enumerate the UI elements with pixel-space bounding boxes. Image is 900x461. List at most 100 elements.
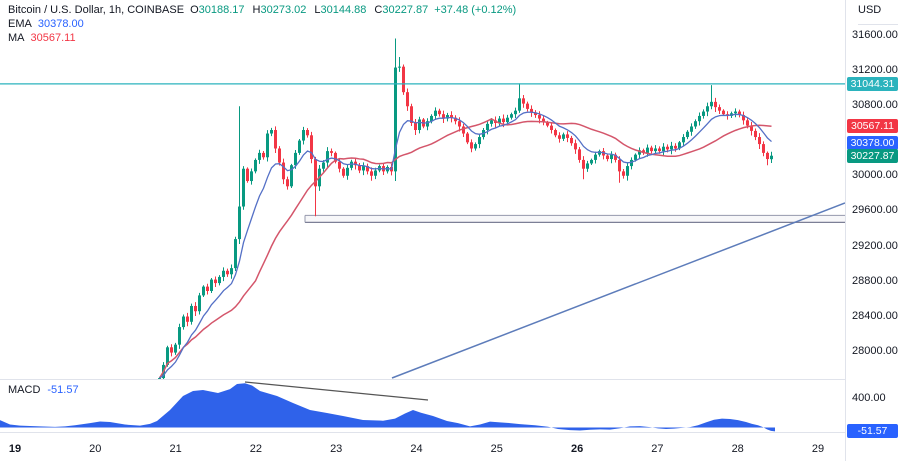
time-tick-label: 24 <box>410 443 423 455</box>
candle <box>414 122 417 131</box>
candle <box>570 137 573 144</box>
candle <box>506 117 509 123</box>
macd-pane[interactable] <box>0 381 775 432</box>
candle <box>634 154 637 160</box>
candle <box>430 115 433 122</box>
candle <box>182 316 185 328</box>
candle <box>158 378 161 379</box>
low-value: 30144.88 <box>320 4 367 16</box>
price-badge: 30378.00 <box>847 135 898 150</box>
candle <box>258 152 261 160</box>
candle <box>418 119 421 131</box>
candle <box>350 161 353 168</box>
candle <box>678 142 681 149</box>
candle <box>242 168 245 207</box>
candle <box>558 135 561 139</box>
candle <box>338 161 341 169</box>
ema-line[interactable] <box>159 111 772 379</box>
candle <box>190 305 193 322</box>
time-tick-label: 19 <box>8 443 22 455</box>
support-channel-drawing[interactable] <box>305 215 845 223</box>
candle <box>762 144 765 153</box>
candle <box>714 101 717 108</box>
candle <box>374 170 377 176</box>
macd-trendline-drawing[interactable] <box>244 381 429 401</box>
candle <box>670 145 673 150</box>
candle <box>310 135 313 160</box>
ema-label: EMA <box>8 18 32 30</box>
candle <box>742 115 745 121</box>
macd-axis-tick-label: 400.00 <box>852 391 886 404</box>
time-tick-label: 23 <box>330 443 343 455</box>
time-axis[interactable]: 19 20 21 22 23 24 25 26 27 28 29 <box>0 433 900 461</box>
time-tick-label: 26 <box>570 443 584 455</box>
candle <box>294 152 297 166</box>
price-badge: 30567.11 <box>847 118 898 133</box>
ema-value: 30378.00 <box>37 18 84 30</box>
time-tick-label: 28 <box>731 443 744 455</box>
candle <box>346 167 349 176</box>
price-axis[interactable]: USD 31600.00 31200.00 30800.00 30000.00 2960… <box>846 0 900 461</box>
time-axis-separator <box>0 432 900 433</box>
candle <box>754 130 757 138</box>
candle <box>234 239 237 269</box>
candle <box>426 121 429 127</box>
candle <box>642 150 645 153</box>
candle <box>206 286 209 291</box>
candle <box>462 126 465 134</box>
candle <box>610 154 613 160</box>
price-tick-label: 28000.00 <box>852 345 898 358</box>
high-value: 30273.02 <box>260 4 307 16</box>
main-pane[interactable] <box>0 38 845 391</box>
trendline-drawing[interactable] <box>391 202 845 379</box>
candle <box>366 166 369 172</box>
candle <box>370 171 373 176</box>
candle <box>594 154 597 160</box>
candle <box>442 114 445 119</box>
candle <box>542 118 545 123</box>
candle <box>474 144 477 149</box>
candle <box>362 166 365 171</box>
candle <box>314 159 317 187</box>
candle <box>186 316 189 322</box>
symbol-legend-row[interactable]: Bitcoin / U.S. Dollar, 1h, COINBASE O301… <box>8 3 516 17</box>
ma-legend-row[interactable]: MA 30567.11 <box>8 31 516 45</box>
price-tick-label: 28800.00 <box>852 274 898 287</box>
candle <box>398 66 401 68</box>
candle <box>446 115 449 119</box>
candle <box>402 66 405 93</box>
candle <box>266 133 269 158</box>
candle <box>222 270 225 277</box>
candle <box>166 347 169 365</box>
candle <box>274 130 277 149</box>
candle <box>662 146 665 152</box>
legend: Bitcoin / U.S. Dollar, 1h, COINBASE O301… <box>8 3 516 45</box>
ema-legend-row[interactable]: EMA 30378.00 <box>8 17 516 31</box>
price-tick-label: 29600.00 <box>852 204 898 217</box>
candle <box>746 120 749 126</box>
candle <box>214 279 217 284</box>
candle <box>478 137 481 145</box>
candle <box>254 159 257 172</box>
candle <box>750 125 753 131</box>
candle <box>246 168 249 182</box>
macd-legend-row[interactable]: MACD -51.57 <box>8 384 79 396</box>
candle <box>706 106 709 112</box>
pane-separator[interactable] <box>0 379 900 380</box>
candle <box>586 163 589 169</box>
candle <box>406 92 409 107</box>
candle <box>654 148 657 152</box>
candle <box>758 137 761 145</box>
candle <box>658 148 661 152</box>
macd-value: -51.57 <box>47 384 79 396</box>
candle <box>770 155 773 160</box>
currency-label[interactable]: USD <box>858 4 898 25</box>
price-badge: 31044.31 <box>847 76 898 91</box>
price-tick-label: 28400.00 <box>852 310 898 322</box>
change-value: +37.48 (+0.12%) <box>434 4 517 16</box>
ma-line[interactable] <box>158 118 772 379</box>
price-tick-label: 29200.00 <box>852 239 898 252</box>
macd-badge: -51.57 <box>847 424 898 438</box>
